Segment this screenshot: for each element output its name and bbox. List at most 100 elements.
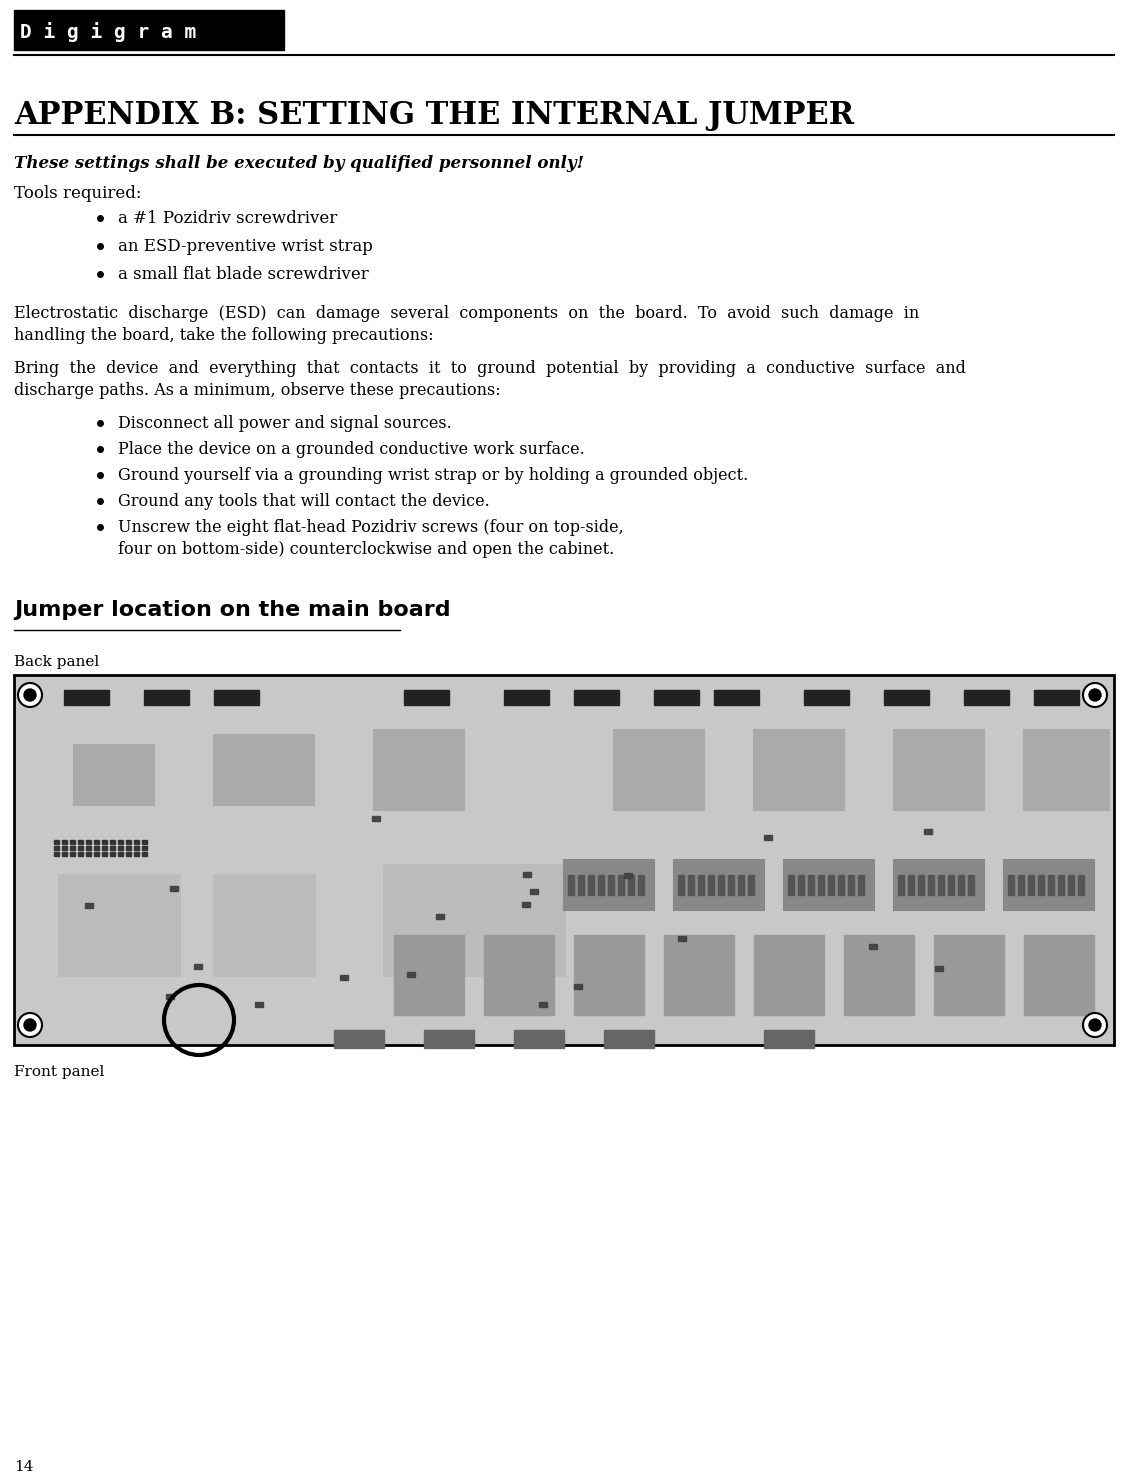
Bar: [808, 875, 814, 895]
Bar: [74, 744, 155, 805]
Text: 14: 14: [14, 1459, 34, 1474]
Text: APPENDIX B: SETTING THE INTERNAL JUMPER: APPENDIX B: SETTING THE INTERNAL JUMPER: [14, 101, 854, 132]
Bar: [844, 935, 914, 1015]
Text: discharge paths. As a minimum, observe these precautions:: discharge paths. As a minimum, observe t…: [14, 382, 501, 400]
Bar: [86, 852, 91, 855]
Bar: [407, 972, 415, 977]
Bar: [255, 1002, 263, 1006]
Text: four on bottom-side) counterclockwise and open the cabinet.: four on bottom-side) counterclockwise an…: [118, 542, 615, 558]
Bar: [134, 847, 139, 850]
Circle shape: [1089, 1020, 1101, 1032]
Bar: [784, 860, 874, 910]
Bar: [675, 860, 764, 910]
Bar: [788, 875, 794, 895]
Bar: [142, 852, 147, 855]
Bar: [924, 829, 932, 835]
Circle shape: [24, 1020, 36, 1032]
Bar: [504, 690, 549, 704]
Text: Back panel: Back panel: [14, 656, 99, 669]
Bar: [869, 944, 876, 949]
Bar: [523, 872, 531, 878]
Bar: [848, 875, 854, 895]
Bar: [126, 852, 131, 855]
Text: Unscrew the eight flat-head Pozidriv screws (four on top-side,: Unscrew the eight flat-head Pozidriv scr…: [118, 519, 624, 536]
Bar: [1008, 875, 1014, 895]
Bar: [688, 875, 694, 895]
Bar: [94, 847, 99, 850]
Bar: [1078, 875, 1084, 895]
Bar: [94, 852, 99, 855]
Bar: [134, 852, 139, 855]
Bar: [908, 875, 914, 895]
Bar: [574, 984, 582, 989]
Bar: [78, 841, 83, 844]
Text: Jumper location on the main board: Jumper location on the main board: [14, 599, 450, 620]
Bar: [374, 730, 464, 810]
Text: Ground any tools that will contact the device.: Ground any tools that will contact the d…: [118, 493, 490, 511]
Bar: [70, 847, 74, 850]
Bar: [1048, 875, 1054, 895]
Bar: [948, 875, 954, 895]
Bar: [764, 835, 772, 841]
Bar: [578, 875, 584, 895]
Bar: [78, 847, 83, 850]
Bar: [142, 847, 147, 850]
Bar: [678, 935, 686, 941]
Bar: [564, 860, 654, 910]
Bar: [111, 841, 115, 844]
Text: Electrostatic  discharge  (ESD)  can  damage  several  components  on  the  boar: Electrostatic discharge (ESD) can damage…: [14, 305, 919, 323]
Bar: [968, 875, 973, 895]
Bar: [404, 690, 449, 704]
Bar: [1017, 875, 1024, 895]
Bar: [530, 889, 538, 894]
Bar: [935, 966, 943, 971]
Bar: [340, 975, 349, 980]
Bar: [628, 875, 634, 895]
Bar: [54, 841, 59, 844]
Bar: [1068, 875, 1074, 895]
Bar: [574, 935, 644, 1015]
Bar: [934, 935, 1004, 1015]
Bar: [618, 875, 624, 895]
Bar: [166, 995, 174, 999]
Bar: [14, 675, 1114, 1045]
Bar: [539, 1002, 547, 1006]
Bar: [754, 730, 844, 810]
Circle shape: [1083, 682, 1107, 707]
Bar: [111, 852, 115, 855]
Bar: [638, 875, 644, 895]
Bar: [142, 841, 147, 844]
Bar: [424, 1030, 474, 1048]
Circle shape: [1083, 1012, 1107, 1037]
Bar: [708, 875, 714, 895]
Bar: [54, 847, 59, 850]
Circle shape: [1089, 690, 1101, 702]
Bar: [522, 901, 530, 907]
Bar: [102, 847, 107, 850]
Bar: [797, 875, 804, 895]
Bar: [62, 847, 67, 850]
Bar: [818, 875, 823, 895]
Bar: [437, 915, 444, 919]
Bar: [86, 841, 91, 844]
Text: handling the board, take the following precautions:: handling the board, take the following p…: [14, 327, 433, 343]
Bar: [126, 847, 131, 850]
Text: Place the device on a grounded conductive work surface.: Place the device on a grounded conductiv…: [118, 441, 584, 457]
Circle shape: [24, 690, 36, 702]
Bar: [14, 675, 1114, 1045]
Bar: [94, 841, 99, 844]
Text: Bring  the  device  and  everything  that  contacts  it  to  ground  potential  : Bring the device and everything that con…: [14, 360, 966, 377]
Bar: [598, 875, 603, 895]
Text: Tools required:: Tools required:: [14, 185, 141, 201]
Bar: [70, 841, 74, 844]
Bar: [884, 690, 929, 704]
Bar: [214, 875, 314, 975]
Bar: [1028, 875, 1034, 895]
Bar: [1004, 860, 1094, 910]
Bar: [134, 841, 139, 844]
Bar: [1024, 730, 1109, 810]
Bar: [698, 875, 704, 895]
Bar: [102, 841, 107, 844]
Bar: [804, 690, 849, 704]
Bar: [838, 875, 844, 895]
